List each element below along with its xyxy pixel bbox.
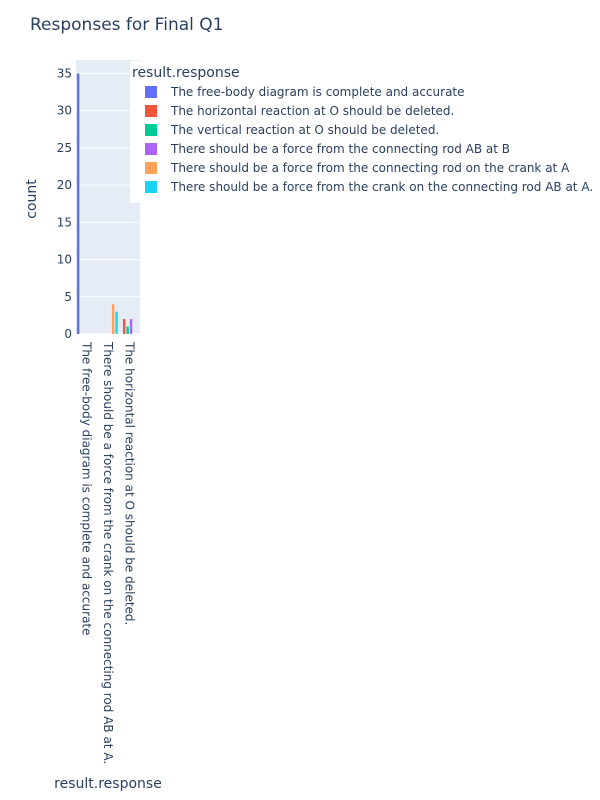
legend-label: There should be a force from the crank o… <box>170 180 593 194</box>
chart-title: Responses for Final Q1 <box>30 15 223 35</box>
bar[interactable] <box>115 311 118 334</box>
legend[interactable]: result.response The free-body diagram is… <box>130 61 598 203</box>
legend-swatch <box>145 143 157 155</box>
legend-title: result.response <box>132 65 240 81</box>
legend-swatch <box>145 86 157 98</box>
legend-item[interactable]: There should be a force from the connect… <box>145 142 510 156</box>
y-tick-label: 20 <box>57 178 72 192</box>
x-tick-label: There should be a force from the crank o… <box>101 341 115 764</box>
bar[interactable] <box>126 326 129 334</box>
x-tick-label: The horizontal reaction at O should be d… <box>122 341 136 625</box>
y-tick-label: 35 <box>57 66 72 80</box>
legend-item[interactable]: The vertical reaction at O should be del… <box>145 123 439 137</box>
bar[interactable] <box>111 304 115 334</box>
legend-item[interactable]: The free-body diagram is complete and ac… <box>145 85 465 99</box>
legend-label: The free-body diagram is complete and ac… <box>170 85 465 99</box>
plot-area <box>76 60 140 334</box>
legend-item[interactable]: There should be a force from the crank o… <box>145 180 593 194</box>
bar[interactable] <box>129 319 133 334</box>
legend-swatch <box>145 181 157 193</box>
bar[interactable] <box>76 73 80 335</box>
legend-label: The vertical reaction at O should be del… <box>170 123 439 137</box>
legend-item[interactable]: The horizontal reaction at O should be d… <box>145 104 454 118</box>
legend-items[interactable]: The free-body diagram is complete and ac… <box>145 85 593 194</box>
y-tick-label: 30 <box>57 104 72 118</box>
y-tick-label: 10 <box>57 253 72 267</box>
y-axis-ticks: 0 5 10 15 20 25 30 35 <box>57 66 72 341</box>
legend-label: There should be a force from the connect… <box>170 142 510 156</box>
legend-swatch <box>145 105 157 117</box>
y-tick-label: 15 <box>57 215 72 229</box>
bars <box>76 73 133 335</box>
y-axis-title: count <box>24 179 40 219</box>
y-tick-label: 25 <box>57 141 72 155</box>
x-axis-title: result.response <box>54 776 162 792</box>
legend-item[interactable]: There should be a force from the connect… <box>145 161 570 175</box>
legend-background <box>130 61 598 203</box>
legend-label: There should be a force from the connect… <box>170 161 570 175</box>
x-tick-label: The free-body diagram is complete and ac… <box>80 341 94 636</box>
legend-swatch <box>145 124 157 136</box>
legend-swatch <box>145 162 157 174</box>
x-axis-ticks: The free-body diagram is complete and ac… <box>80 341 137 764</box>
legend-label: The horizontal reaction at O should be d… <box>170 104 454 118</box>
gridlines <box>76 72 140 335</box>
bar[interactable] <box>123 319 126 334</box>
y-tick-label: 5 <box>64 290 72 304</box>
y-tick-label: 0 <box>64 327 72 341</box>
